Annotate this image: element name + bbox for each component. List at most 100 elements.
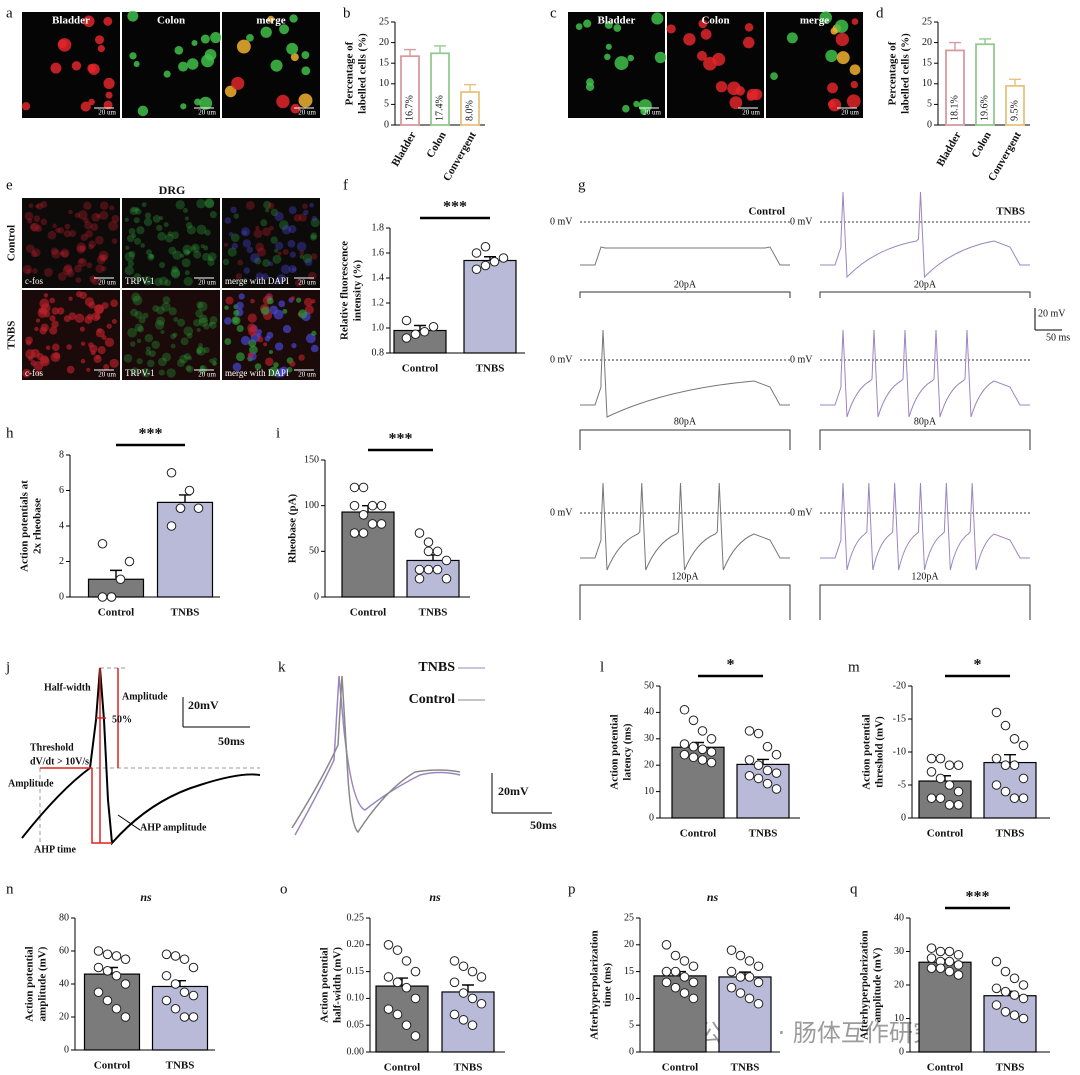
cell (196, 224, 207, 235)
cell (159, 216, 164, 221)
cell (192, 245, 197, 251)
cell (142, 276, 153, 286)
cell (170, 343, 176, 349)
data-point (926, 943, 937, 953)
cell (147, 254, 155, 261)
x-tick-label: TNBS (996, 828, 1025, 840)
data-point (458, 961, 469, 972)
cell (654, 51, 667, 64)
data-point (401, 1020, 412, 1030)
data-point (706, 757, 717, 768)
cell (154, 320, 165, 330)
legend-label: Control (409, 692, 456, 707)
cell (613, 24, 622, 32)
cell (633, 100, 640, 108)
cell (232, 362, 242, 372)
y-tick-label: 0 (899, 1046, 904, 1057)
panel-label: c (550, 5, 557, 21)
cell (586, 78, 594, 87)
cell (104, 337, 115, 347)
data-point (926, 963, 937, 974)
cell (242, 239, 252, 248)
cell (179, 354, 189, 364)
data-point (170, 951, 181, 961)
cell (180, 337, 189, 346)
cell (183, 352, 191, 360)
data-point (744, 770, 755, 781)
cell (49, 297, 56, 304)
cell (289, 251, 296, 258)
y-axis-label: intensity (%) (352, 259, 364, 321)
cell (238, 293, 245, 300)
cell (134, 323, 144, 332)
ap-curve (21, 667, 261, 846)
cell (168, 307, 177, 316)
cell (825, 49, 838, 63)
y-tick-label: 25 (379, 16, 389, 27)
y-axis-label: Afterhyperpolarization (589, 930, 601, 1039)
cell (265, 357, 274, 367)
scale-label: 20 um (198, 109, 216, 117)
value-label: 17.4% (434, 95, 445, 121)
cell (190, 243, 200, 253)
stimulus (819, 584, 1031, 620)
cell (240, 227, 251, 237)
data-point (953, 950, 964, 960)
cell (60, 251, 65, 256)
data-point (193, 503, 204, 514)
y-tick-label: 0 (64, 1044, 69, 1055)
x-tick-label: Control (680, 828, 716, 840)
y-tick-label: 0 (384, 119, 389, 130)
x-tick-label: Control (94, 1060, 130, 1072)
cell (50, 352, 61, 363)
cell (254, 363, 262, 370)
cell (193, 250, 202, 259)
cell (56, 307, 65, 315)
y-tick-label: 0 (59, 591, 64, 602)
annotation: dV/dt > 10V/s (30, 756, 89, 767)
cell (274, 342, 284, 351)
data-point (697, 744, 708, 755)
cell (262, 227, 271, 237)
cell (162, 352, 171, 362)
y-tick-label: 1.6 (372, 247, 385, 258)
data-point (410, 993, 421, 1004)
cell (40, 303, 51, 313)
voltage-trace (820, 482, 1030, 571)
y-tick-label: 0 (314, 591, 319, 602)
cell (68, 209, 73, 215)
x-tick-label: TNBS (731, 1062, 760, 1074)
cell (236, 39, 251, 54)
cell (103, 77, 115, 90)
voltage-trace (580, 329, 790, 418)
cell (230, 206, 237, 214)
cell (819, 11, 833, 24)
cell (83, 15, 95, 28)
x-tick-label: TNBS (454, 1062, 483, 1074)
cell (291, 267, 297, 272)
cell (233, 213, 239, 219)
cell (246, 246, 254, 254)
significance: ns (707, 890, 719, 904)
zero-label: 0 mV (790, 216, 813, 227)
cell (850, 80, 859, 89)
data-point (1009, 1010, 1020, 1020)
data-point (991, 956, 1002, 967)
cell (209, 321, 217, 329)
cell (86, 367, 91, 372)
cell (100, 254, 108, 262)
data-point (1009, 760, 1020, 771)
data-point (102, 995, 113, 1006)
cell (248, 326, 258, 337)
cell (743, 36, 755, 49)
annotation: Amplitude (8, 778, 54, 789)
cell (266, 297, 274, 305)
cell (273, 362, 279, 368)
cell (846, 94, 861, 109)
data-point (771, 784, 782, 794)
cell (290, 53, 299, 62)
y-axis-label: 2x rheobase (32, 498, 44, 554)
cell (142, 312, 149, 319)
y-tick-label: 1.2 (372, 297, 385, 308)
cell (828, 98, 842, 112)
